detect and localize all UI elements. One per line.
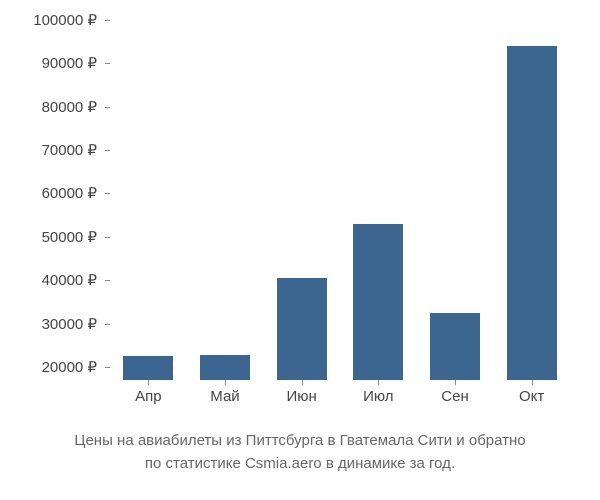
caption-line-1: Цены на авиабилеты из Питтсбурга в Гвате…	[0, 430, 600, 453]
y-tick-label: 50000 ₽	[0, 228, 97, 246]
y-tick-label: 80000 ₽	[0, 98, 97, 116]
y-tick-label: 30000 ₽	[0, 315, 97, 333]
y-tick	[105, 63, 110, 64]
y-axis: 20000 ₽ 30000 ₽ 40000 ₽ 50000 ₽ 60000 ₽ 70000…	[0, 20, 105, 380]
bar	[277, 278, 327, 380]
y-tick-label: 20000 ₽	[0, 358, 97, 376]
caption-line-2: по статистике Csmia.aero в динамике за г…	[0, 453, 600, 476]
x-tick	[378, 380, 379, 385]
bar	[123, 356, 173, 380]
y-tick	[105, 150, 110, 151]
chart-caption: Цены на авиабилеты из Питтсбурга в Гвате…	[0, 430, 600, 475]
y-tick	[105, 367, 110, 368]
y-tick-label: 60000 ₽	[0, 184, 97, 202]
y-tick	[105, 324, 110, 325]
x-tick	[532, 380, 533, 385]
y-tick-label: 40000 ₽	[0, 271, 97, 289]
y-tick	[105, 237, 110, 238]
bar	[200, 355, 250, 380]
x-tick-label: Апр	[135, 388, 161, 405]
x-tick-label: Сен	[441, 388, 468, 405]
x-tick-label: Июн	[286, 388, 316, 405]
x-tick	[148, 380, 149, 385]
y-tick-label: 70000 ₽	[0, 141, 97, 159]
bar	[430, 313, 480, 380]
x-tick-label: Июл	[363, 388, 393, 405]
price-chart: 20000 ₽ 30000 ₽ 40000 ₽ 50000 ₽ 60000 ₽ 70000…	[0, 0, 600, 500]
y-tick-label: 90000 ₽	[0, 54, 97, 72]
x-tick-label: Май	[210, 388, 239, 405]
y-tick	[105, 193, 110, 194]
x-tick-label: Окт	[519, 388, 544, 405]
bar	[507, 46, 557, 380]
x-tick	[455, 380, 456, 385]
x-axis: Апр Май Июн Июл Сен Окт	[110, 388, 570, 418]
bar	[353, 224, 403, 380]
y-tick	[105, 107, 110, 108]
x-tick	[225, 380, 226, 385]
x-tick	[302, 380, 303, 385]
y-tick	[105, 20, 110, 21]
plot-area	[110, 20, 570, 380]
y-tick	[105, 280, 110, 281]
y-tick-label: 100000 ₽	[0, 11, 97, 29]
